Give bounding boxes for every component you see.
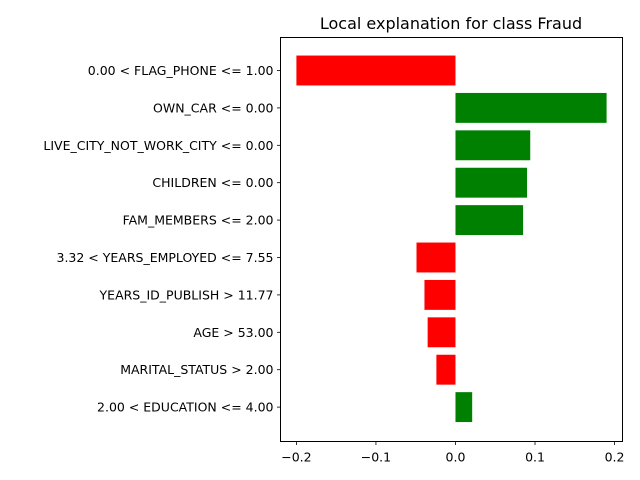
chart-title: Local explanation for class Fraud — [320, 14, 582, 33]
bar — [424, 279, 456, 310]
x-ticks: −0.2 −0.1 0.0 0.1 0.2 — [281, 441, 625, 465]
y-tick-label: CHILDREN <= 0.00 — [152, 175, 273, 190]
bar — [455, 392, 473, 423]
y-tick-label: YEARS_ID_PUBLISH > 11.77 — [99, 287, 274, 302]
x-tick-label: 0.2 — [605, 450, 625, 465]
y-tick-label: LIVE_CITY_NOT_WORK_CITY <= 0.00 — [43, 138, 273, 153]
y-tick-label: 3.32 < YEARS_EMPLOYED <= 7.55 — [57, 250, 274, 265]
y-tick-labels: 0.00 < FLAG_PHONE <= 1.00 OWN_CAR <= 0.00… — [43, 63, 281, 415]
x-tick-label: −0.1 — [361, 450, 391, 465]
bar — [455, 130, 531, 161]
x-tick-label: 0.1 — [525, 450, 545, 465]
bar — [296, 55, 456, 86]
bar — [455, 205, 524, 236]
x-tick-label: −0.2 — [281, 450, 311, 465]
bar — [455, 167, 528, 198]
bar — [436, 354, 456, 385]
bar — [427, 317, 456, 348]
y-tick-label: OWN_CAR <= 0.00 — [153, 100, 274, 115]
axes-frame — [280, 37, 623, 442]
x-tick-label: 0.0 — [446, 450, 466, 465]
y-tick-label: 0.00 < FLAG_PHONE <= 1.00 — [88, 63, 274, 78]
bar — [416, 242, 456, 273]
bars — [296, 55, 607, 423]
y-tick-label: AGE > 53.00 — [193, 325, 273, 340]
y-tick-label: FAM_MEMBERS <= 2.00 — [123, 213, 274, 228]
bar — [455, 92, 607, 123]
y-tick-label: 2.00 < EDUCATION <= 4.00 — [97, 400, 274, 415]
y-tick-label: MARITAL_STATUS > 2.00 — [120, 362, 273, 377]
